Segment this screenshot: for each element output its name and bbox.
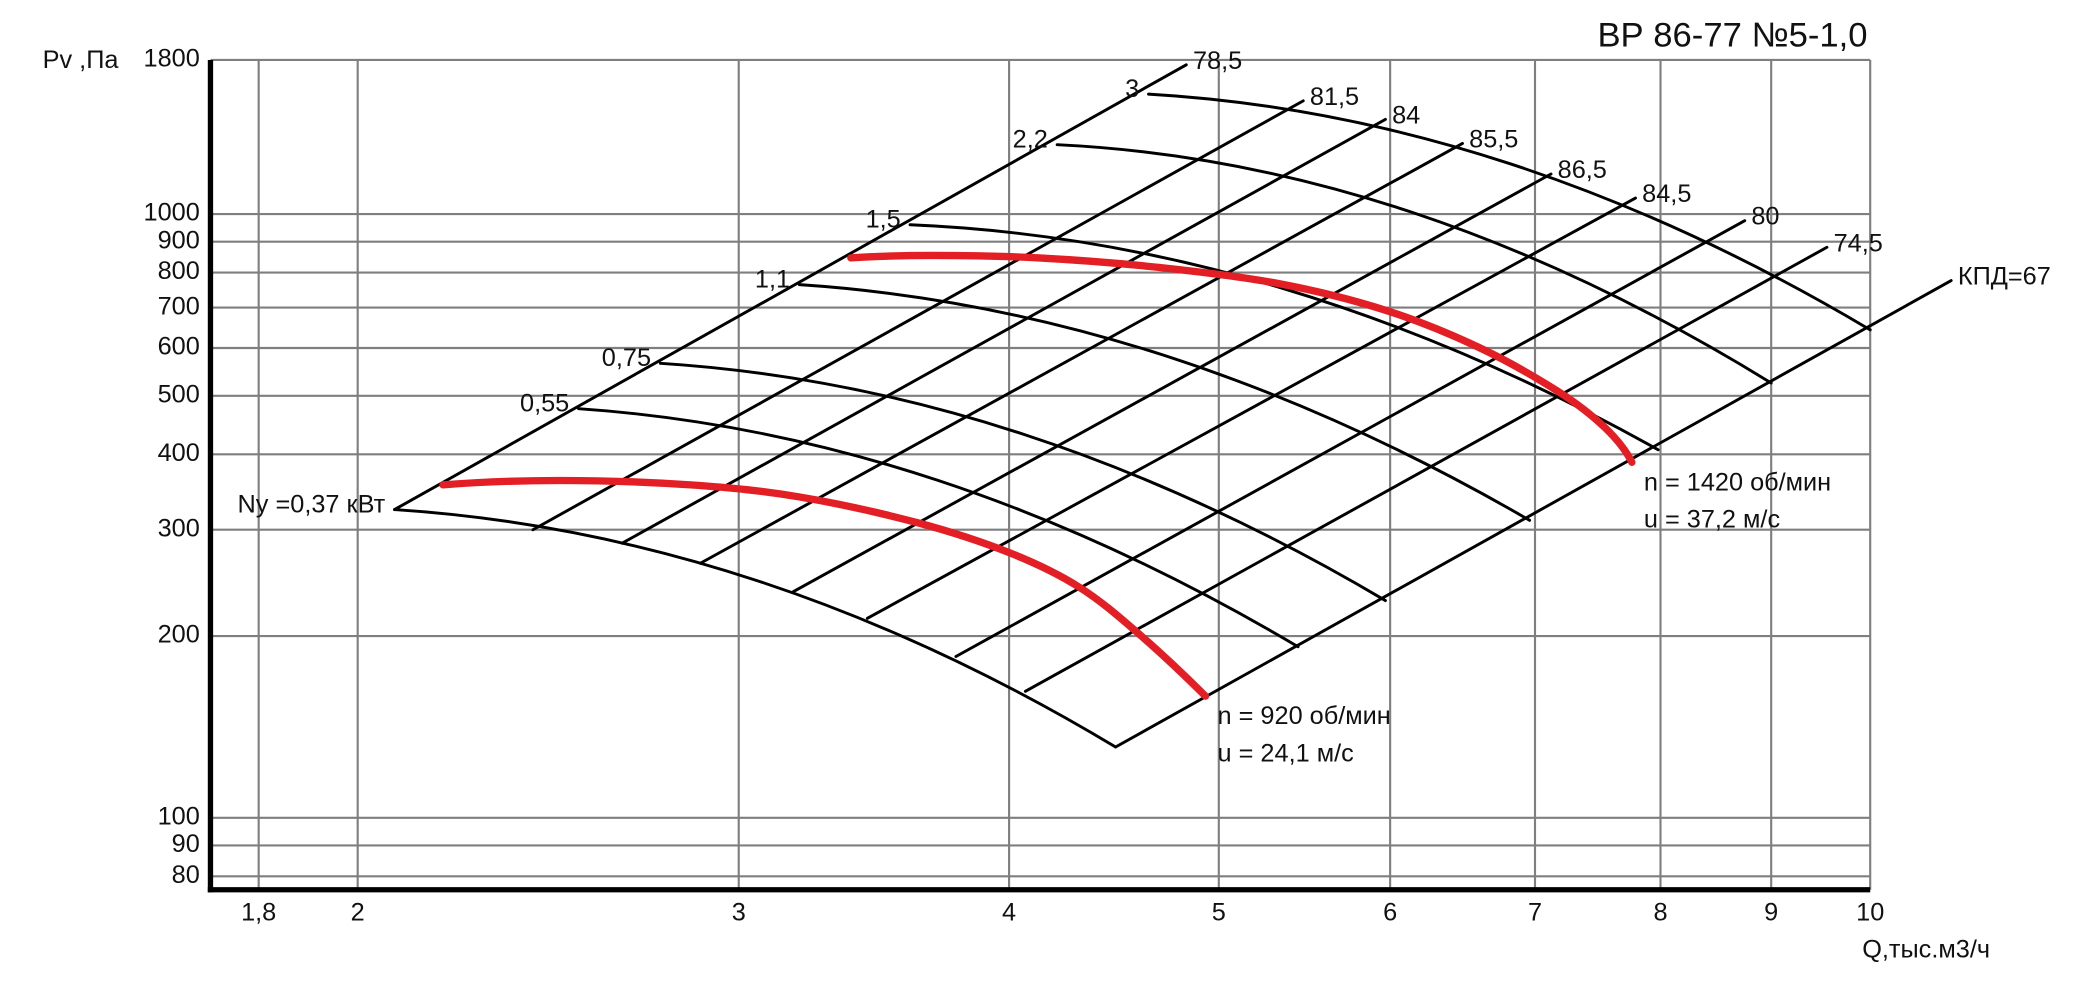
efficiency-line [698, 141, 1464, 565]
y-tick-label: 1000 [144, 199, 200, 227]
y-tick-label: 700 [158, 292, 200, 320]
curve-annotation: n = 920 об/мин [1218, 702, 1391, 730]
y-tick-label: 400 [158, 439, 200, 467]
power-label: 1,5 [866, 205, 901, 233]
power-label: 1,1 [755, 265, 790, 293]
x-tick-label: 2 [351, 898, 365, 926]
power-curve [393, 508, 1118, 749]
curve-annotation: u = 37,2 м/с [1644, 506, 1780, 534]
y-tick-label: 900 [158, 226, 200, 254]
efficiency-line [1023, 245, 1829, 693]
y-tick-label: 100 [158, 802, 200, 830]
power-label: 2,2 [1013, 125, 1048, 153]
y-tick-label: 300 [158, 514, 200, 542]
power-label: 0,75 [602, 344, 651, 372]
x-tick-label: 6 [1383, 898, 1397, 926]
x-tick-label: 9 [1764, 898, 1778, 926]
x-tick-label: 3 [732, 898, 746, 926]
efficiency-line [620, 117, 1387, 545]
power-label: 3 [1125, 75, 1139, 103]
efficiency-label: 81,5 [1310, 83, 1359, 111]
x-tick-label: 1,8 [241, 898, 276, 926]
y-tick-label: 80 [172, 861, 200, 889]
fan-curve [847, 251, 1636, 466]
efficiency-line [954, 219, 1747, 658]
curve-annotation: u = 24,1 м/с [1218, 740, 1354, 768]
efficiency-line [1114, 279, 1953, 749]
efficiency-label: 85,5 [1469, 125, 1518, 153]
efficiency-label: 80 [1751, 203, 1779, 231]
y-tick-label: 200 [158, 621, 200, 649]
x-tick-label: 4 [1002, 898, 1016, 926]
efficiency-label: 86,5 [1558, 156, 1607, 184]
y-tick-label: 1800 [144, 45, 200, 73]
x-tick-label: 7 [1528, 898, 1542, 926]
y-tick-label: 90 [172, 830, 200, 858]
y-tick-label: 800 [158, 257, 200, 285]
fan-curve [439, 476, 1210, 700]
y-tick-label: 500 [158, 380, 200, 408]
x-tick-label: 10 [1856, 898, 1884, 926]
x-axis-label: Q,тыс.м3/ч [1862, 936, 1990, 964]
efficiency-label: КПД=67 [1958, 263, 2051, 291]
y-axis-label: Pv ,Па [43, 46, 120, 74]
power-curve [797, 283, 1532, 522]
efficiency-label: 84,5 [1642, 180, 1691, 208]
x-tick-label: 8 [1653, 898, 1667, 926]
x-tick-label: 5 [1212, 898, 1226, 926]
power-curve [658, 361, 1387, 603]
power-label: 0,55 [520, 389, 569, 417]
power-curve [1055, 143, 1773, 385]
curve-annotation: n = 1420 об/мин [1644, 468, 1831, 496]
efficiency-line [531, 99, 1305, 532]
efficiency-label: 84 [1392, 101, 1420, 129]
efficiency-line [393, 63, 1188, 512]
power-label: Ny =0,37 кВт [238, 490, 386, 518]
efficiency-label: 78,5 [1193, 47, 1242, 75]
power-curve [908, 223, 1660, 452]
power-curve [1147, 92, 1872, 332]
efficiency-label: 74,5 [1834, 229, 1883, 257]
chart-title: ВР 86-77 №5-1,0 [1597, 16, 1867, 54]
power-curve [577, 407, 1300, 649]
y-tick-label: 600 [158, 333, 200, 361]
